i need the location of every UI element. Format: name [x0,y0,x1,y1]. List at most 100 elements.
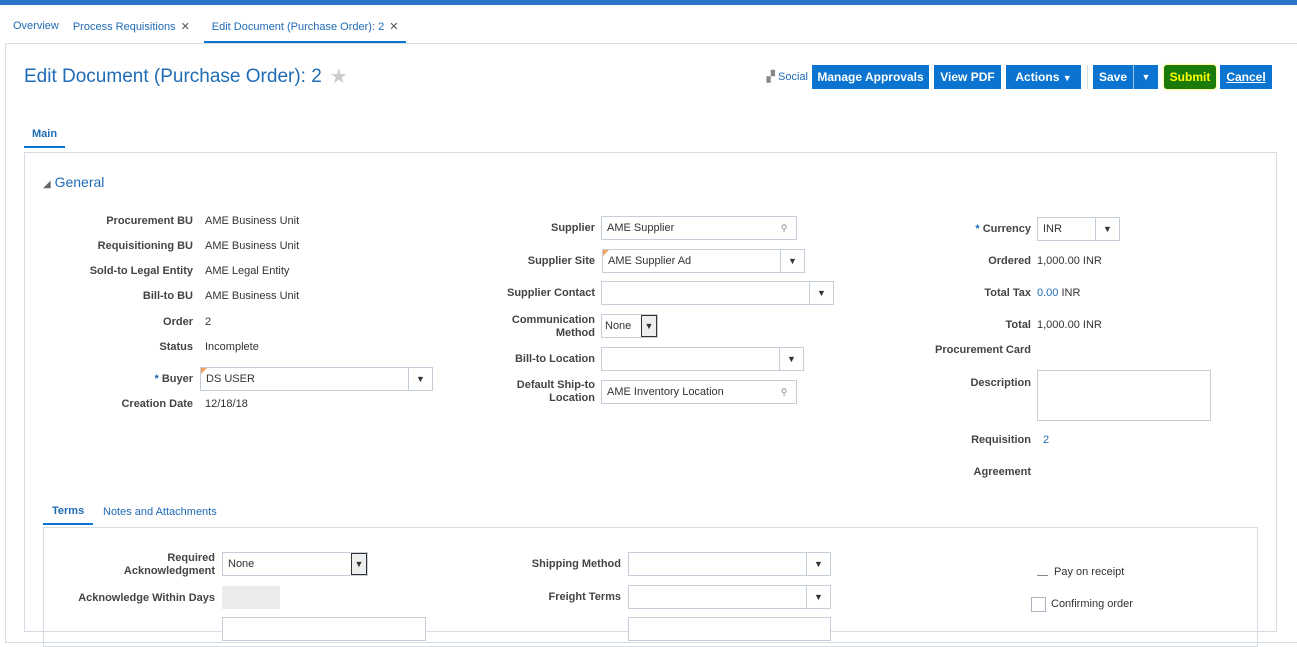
cancel-button[interactable]: Cancel [1220,65,1272,89]
search-icon[interactable]: ⚲ [772,381,796,403]
chevron-down-icon[interactable]: ▼ [809,282,833,304]
save-menu-chevron-icon[interactable]: ▼ [1133,65,1158,89]
order-label: Order [163,316,193,328]
label-line: Communication [511,314,595,326]
status-label: Status [159,341,193,353]
social-link[interactable]: ▞ Social [767,70,809,83]
social-label: Social [778,71,808,83]
top-bar [0,0,1297,5]
total-value: 1,000.00 [1037,319,1080,331]
buyer-field[interactable]: DS USER ▼ [200,367,433,391]
general-section-header[interactable]: ◢ General [43,174,104,190]
tax-currency: INR [1061,287,1081,299]
acknowledge-days-label: Acknowledge Within Days [78,592,215,604]
communication-method-select[interactable]: None ▼ [601,314,658,338]
shipto-location-label: Default Ship-to Location [517,379,595,405]
actions-button[interactable]: Actions ▼ [1006,65,1081,89]
chevron-down-icon: ▼ [1062,73,1072,83]
close-icon[interactable]: ✕ [180,21,190,33]
pay-on-receipt-label: Pay on receipt [1054,566,1125,578]
tab-overview[interactable]: Overview [13,20,59,40]
shipto-location-field[interactable]: AME Inventory Location ⚲ [601,380,797,404]
creation-date-value: 12/18/18 [205,398,248,410]
creation-date-label: Creation Date [121,398,193,410]
communication-method-label: Communication Method [512,314,595,340]
supplier-site-value: AME Supplier Ad [608,255,692,267]
total-tax-link[interactable]: 0.00 [1037,287,1059,299]
title-row: Edit Document (Purchase Order): 2 ★ [24,64,348,89]
required-icon: * [154,373,159,385]
procurement-bu-value: AME Business Unit [205,215,300,227]
search-icon[interactable]: ⚲ [772,217,796,239]
ordered-currency: INR [1082,255,1102,267]
tab-notes-attachments[interactable]: Notes and Attachments [103,506,217,518]
currency-label-text: Currency [982,223,1031,235]
billto-bu-label: Bill-to BU [142,290,193,302]
changed-indicator-icon [201,368,207,374]
required-acknowledgment-select[interactable]: None ▼ [222,552,368,576]
chevron-down-icon[interactable]: ▼ [779,348,803,370]
shipto-location-value: AME Inventory Location [607,386,724,398]
ordered-value: 1,000.00 [1037,255,1080,267]
supplier-site-label: Supplier Site [527,255,595,267]
total-label: Total [1005,319,1031,331]
currency-select[interactable]: INR ▼ [1037,217,1120,241]
chevron-down-icon[interactable]: ▼ [806,553,830,575]
billto-location-field[interactable]: ▼ [601,347,804,371]
section-title: General [54,174,105,190]
buyer-value: DS USER [206,373,255,385]
supplier-site-field[interactable]: AME Supplier Ad ▼ [602,249,805,273]
label-line: Required [167,552,215,564]
legal-entity-label: Sold-to Legal Entity [89,265,193,277]
submit-button[interactable]: Submit [1164,65,1216,89]
actions-label: Actions [1015,70,1060,84]
tab-label: Process Requisitions [72,21,176,33]
supplier-contact-field[interactable]: ▼ [601,281,834,305]
social-icon: ▞ [766,71,775,83]
tab-main[interactable]: Main [24,128,66,148]
requisition-label: Requisition [971,434,1031,446]
chevron-down-icon[interactable]: ▼ [780,250,804,272]
requisition-link[interactable]: 2 [1043,434,1050,446]
tab-terms[interactable]: Terms [43,505,94,525]
total-tax-label: Total Tax [984,287,1031,299]
acknowledge-days-field[interactable] [222,586,280,609]
procurement-card-label: Procurement Card [935,344,1031,356]
tab-edit-document[interactable]: Edit Document (Purchase Order): 2 ✕ [203,20,407,44]
manage-approvals-button[interactable]: Manage Approvals [812,65,929,89]
dash-icon [1037,575,1048,576]
shipping-method-field[interactable]: ▼ [628,552,831,576]
total-currency: INR [1082,319,1102,331]
close-icon[interactable]: ✕ [389,21,399,33]
legal-entity-value: AME Legal Entity [205,265,290,277]
shipping-method-label: Shipping Method [531,558,621,570]
supplier-label: Supplier [550,222,595,234]
communication-method-value: None [605,320,632,332]
save-button[interactable]: Save [1093,65,1133,89]
confirming-order-label: Confirming order [1051,598,1133,610]
favorite-star-icon[interactable]: ★ [329,66,348,88]
tab-bar: Overview Process Requisitions ✕ Edit Docu… [13,20,420,44]
supplier-field[interactable]: AME Supplier ⚲ [601,216,797,240]
freight-terms-field[interactable]: ▼ [628,585,831,609]
tab-process-requisitions[interactable]: Process Requisitions ✕ [73,20,190,41]
buyer-label-text: Buyer [161,373,193,385]
chevron-down-icon[interactable]: ▼ [408,368,432,390]
chevron-down-icon[interactable]: ▼ [641,315,657,337]
requisitioning-bu-label: Requisitioning BU [97,240,193,252]
currency-value: INR [1043,223,1062,235]
view-pdf-button[interactable]: View PDF [934,65,1001,89]
description-textarea[interactable] [1037,370,1211,421]
chevron-down-icon[interactable]: ▼ [1095,218,1119,240]
agreement-label: Agreement [973,466,1031,478]
collapse-icon: ◢ [43,179,51,190]
chevron-down-icon[interactable]: ▼ [806,586,830,608]
chevron-down-icon[interactable]: ▼ [351,553,367,575]
tab-label: Overview [13,20,59,32]
required-icon: * [975,223,980,235]
status-value: Incomplete [205,341,259,353]
supplier-contact-label: Supplier Contact [506,287,595,299]
supplier-value: AME Supplier [607,222,675,234]
label-line: Method [555,327,595,339]
confirming-order-checkbox[interactable] [1031,597,1046,612]
